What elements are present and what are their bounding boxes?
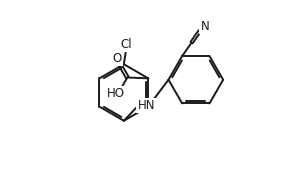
Text: O: O bbox=[113, 53, 122, 65]
Text: Cl: Cl bbox=[121, 38, 132, 51]
Text: N: N bbox=[144, 100, 152, 113]
Text: N: N bbox=[200, 21, 209, 33]
Text: HN: HN bbox=[137, 99, 155, 112]
Text: HO: HO bbox=[107, 87, 125, 100]
